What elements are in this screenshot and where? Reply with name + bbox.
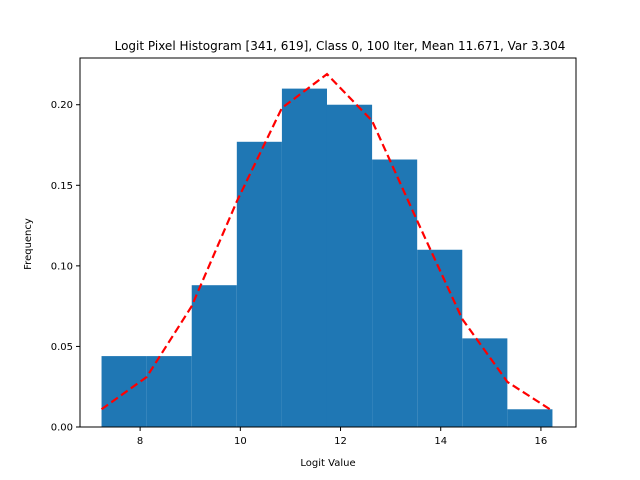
- x-tick-label: 16: [535, 436, 548, 447]
- plot-frame: [79, 57, 577, 428]
- y-tick-label: 0.00: [51, 423, 73, 434]
- histogram-bar-6: [372, 159, 418, 427]
- histogram-bar-8: [462, 338, 508, 427]
- histogram-bar-9: [507, 409, 553, 427]
- histogram-bar-4: [281, 88, 327, 427]
- bars-group: [101, 88, 553, 428]
- histogram-bar-1: [146, 356, 192, 427]
- x-axis-label: Logit Value: [300, 458, 355, 469]
- density-curve-line: [100, 72, 554, 412]
- x-tick-label: 8: [137, 436, 143, 447]
- histogram-bar-7: [417, 249, 463, 427]
- y-tick-label: 0.10: [51, 261, 73, 272]
- histogram-bar-3: [236, 141, 282, 427]
- x-tick-label: 14: [434, 436, 447, 447]
- histogram-bar-5: [326, 104, 373, 428]
- ticks-group: 8 10 12 14 16 0.00 0.05 0.10 0.15 0.20: [51, 100, 548, 447]
- x-tick-label: 10: [234, 436, 247, 447]
- chart-title: Logit Pixel Histogram [341, 619], Class …: [115, 39, 566, 53]
- y-tick-label: 0.20: [51, 100, 73, 111]
- axes-group: [79, 57, 577, 428]
- histogram-bar-0: [101, 356, 147, 427]
- histogram-bar-2: [191, 285, 237, 427]
- y-axis-label: Frequency: [23, 218, 34, 270]
- y-tick-label: 0.15: [51, 181, 73, 192]
- y-tick-label: 0.05: [51, 342, 73, 353]
- x-tick-label: 12: [334, 436, 347, 447]
- curve-group: [100, 72, 554, 412]
